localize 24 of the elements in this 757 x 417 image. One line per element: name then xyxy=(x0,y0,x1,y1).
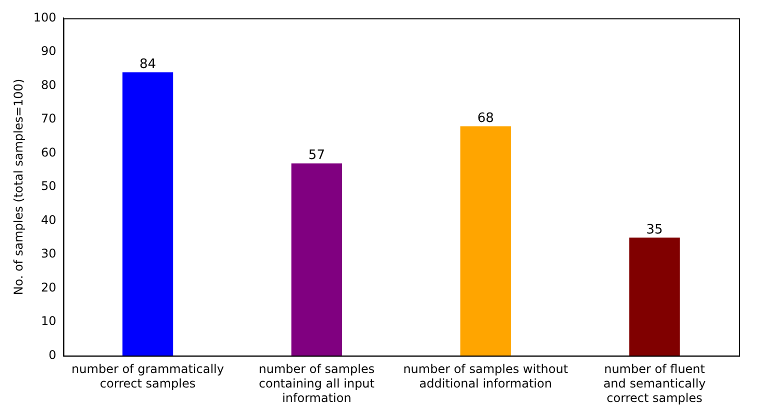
data-label: 84 xyxy=(139,57,156,72)
y-tick-label: 20 xyxy=(41,280,56,294)
data-label: 68 xyxy=(477,111,494,126)
y-tick-label: 100 xyxy=(33,10,56,24)
x-tick-label: number of samples containing all input information xyxy=(258,362,375,405)
y-tick-label: 60 xyxy=(41,145,56,160)
y-axis-title: No. of samples (total samples=100) xyxy=(11,78,26,296)
bar xyxy=(122,72,174,356)
y-tick-label: 0 xyxy=(48,348,56,362)
data-label: 35 xyxy=(646,222,663,238)
y-tick-label: 50 xyxy=(41,179,56,194)
y-tick-label: 70 xyxy=(41,112,56,126)
x-tick-label: number of fluent and semantically correct samples xyxy=(603,362,706,405)
x-tick-label: number of grammatically correct samples xyxy=(72,362,224,391)
y-tick-label: 30 xyxy=(41,246,56,261)
y-tick-label: 90 xyxy=(41,44,56,58)
bar xyxy=(291,163,342,356)
bar xyxy=(460,126,511,356)
bar xyxy=(629,238,680,356)
data-label: 57 xyxy=(308,148,325,164)
y-tick-label: 80 xyxy=(41,78,56,92)
y-tick-label: 10 xyxy=(41,314,56,328)
y-tick-label: 40 xyxy=(41,212,56,227)
x-tick-label: number of samples without additional information xyxy=(403,362,568,391)
